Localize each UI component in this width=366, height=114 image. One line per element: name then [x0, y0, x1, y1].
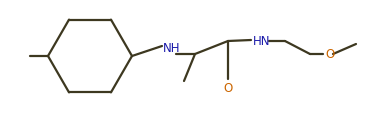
Text: NH: NH [163, 42, 180, 54]
Text: HN: HN [253, 35, 270, 48]
Text: O: O [223, 81, 233, 94]
Text: O: O [325, 48, 334, 61]
